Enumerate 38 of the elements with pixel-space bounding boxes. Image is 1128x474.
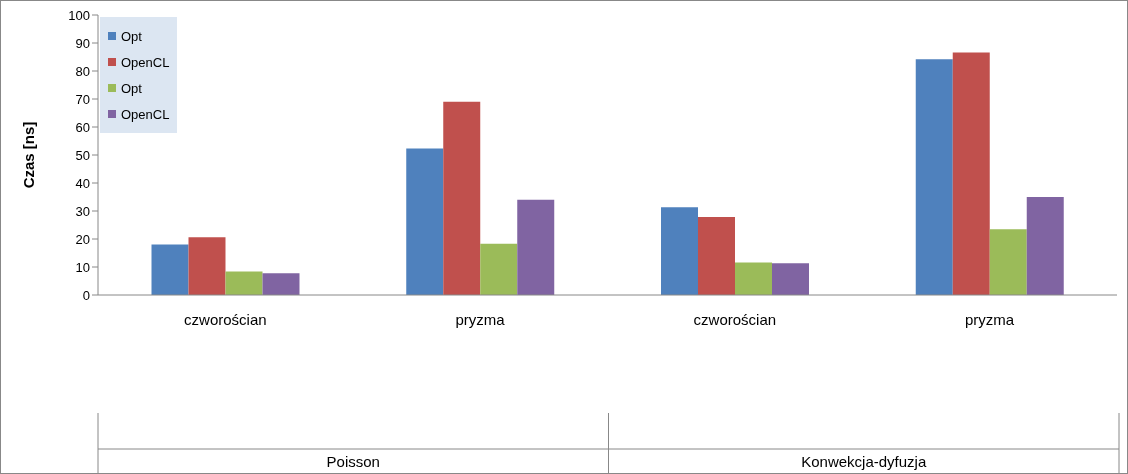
x-tick-label: czworościan	[693, 311, 777, 328]
y-tick-label: 80	[75, 63, 90, 79]
bar	[225, 271, 263, 295]
x-tick-label: pryzma	[965, 311, 1015, 328]
x-tick-label: czworościan	[184, 311, 267, 328]
y-axis-title: Czas [ns]	[20, 121, 38, 189]
y-tick-label: 20	[75, 231, 90, 247]
bar	[480, 243, 518, 295]
bar	[661, 207, 698, 295]
text: Konwekcja-dyfuzja	[801, 453, 927, 470]
legend-label: OpenCL	[120, 53, 170, 72]
bar	[151, 244, 189, 295]
y-tick-label: 50	[75, 147, 90, 163]
y-tick-label: 40	[75, 175, 90, 191]
y-tick-label: 60	[75, 119, 90, 135]
y-tick-label: 100	[68, 7, 90, 23]
bar	[406, 148, 444, 295]
bar	[735, 262, 772, 295]
bar	[915, 59, 953, 295]
bar	[443, 101, 481, 295]
bar	[188, 237, 226, 295]
text: Poisson	[326, 453, 380, 470]
legend-label: Opt	[120, 27, 143, 46]
y-tick-label: 30	[75, 203, 90, 219]
bar	[517, 199, 555, 295]
y-tick-label: 90	[75, 35, 90, 51]
bar	[262, 273, 300, 295]
bar	[989, 229, 1027, 295]
bar	[952, 52, 990, 295]
x-tick-label: pryzma	[455, 311, 506, 328]
bar	[772, 263, 809, 295]
y-tick-label: 70	[75, 91, 90, 107]
y-tick-label: 0	[82, 287, 90, 303]
legend-label: Opt	[120, 79, 143, 98]
legend-label: OpenCL	[120, 105, 170, 124]
y-tick-label: 10	[75, 259, 90, 275]
bar	[1026, 197, 1064, 295]
bar	[698, 216, 735, 295]
